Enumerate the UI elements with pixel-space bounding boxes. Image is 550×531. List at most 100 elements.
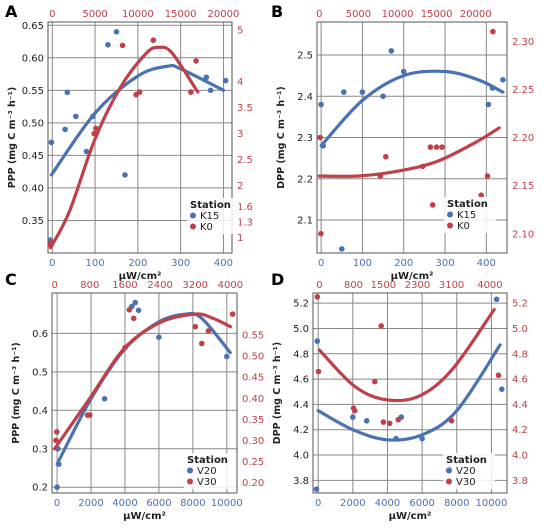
y-left-tick-label: 4.0 <box>293 451 309 462</box>
y-right-tick-label: 5.0 <box>512 324 528 335</box>
data-point-k0 <box>91 130 97 137</box>
fit-curve-k0 <box>49 45 200 250</box>
data-point-k0 <box>383 153 389 160</box>
data-point-k15 <box>489 85 496 91</box>
legend-title: Station <box>187 455 228 466</box>
data-point-k0 <box>136 89 143 95</box>
data-point-v20 <box>363 418 370 424</box>
data-point-k15 <box>73 113 79 120</box>
x-bottom-tick-label: 4000 <box>112 498 137 509</box>
data-point-k0 <box>93 125 99 132</box>
panel-label: A <box>5 2 18 21</box>
data-point-k0 <box>419 163 426 170</box>
data-point-v20 <box>135 307 142 314</box>
legend-marker-v20 <box>446 467 452 474</box>
data-point-k15 <box>62 126 68 133</box>
x-bottom-tick-label: 400 <box>477 258 496 269</box>
data-point-k0 <box>119 42 126 49</box>
legend-label: V30 <box>456 477 476 488</box>
y-left-tick-label: 2.1 <box>297 216 313 227</box>
x-top-tick-label: 20000 <box>460 9 492 20</box>
y-left-tick-label: 2.4 <box>297 92 313 103</box>
x-top-tick-label: 0 <box>49 9 55 20</box>
data-point-k15 <box>222 77 229 84</box>
data-point-k15 <box>500 77 506 83</box>
legend-title: Station <box>190 200 231 211</box>
x-bottom-tick-label: 300 <box>171 258 190 269</box>
x-top-tick-label: 5000 <box>82 9 107 20</box>
y-right-tick-label: 1.6 <box>237 202 253 213</box>
data-point-v20 <box>224 353 230 360</box>
data-point-k15 <box>203 74 210 81</box>
data-point-v30 <box>372 378 378 385</box>
data-point-k15 <box>113 29 120 35</box>
y-left-tick-label: 5.2 <box>293 299 309 310</box>
data-point-v30 <box>53 437 59 444</box>
y-left-tick-label: 0.35 <box>22 216 44 227</box>
data-point-v20 <box>54 484 60 491</box>
data-point-v30 <box>205 328 212 334</box>
data-point-v20 <box>313 486 320 493</box>
y-right-tick-label: 4.4 <box>512 400 528 411</box>
y-right-tick-label: 1.3 <box>237 217 253 228</box>
x-axis-title: μW/cm² <box>123 511 166 522</box>
y-left-tick-label: 0.45 <box>22 151 44 162</box>
y-left-tick-label: 4.4 <box>293 400 309 411</box>
legend-marker-k0 <box>190 223 196 230</box>
data-point-k15 <box>388 48 395 54</box>
data-point-v30 <box>199 340 205 347</box>
x-bottom-tick-label: 300 <box>435 258 454 269</box>
data-point-v20 <box>56 461 62 468</box>
x-top-tick-label: 0 <box>316 9 322 20</box>
panel-c: 0 2000 4000 6000 8000 10000 0 800 1600 2400 3200 40… <box>5 270 264 522</box>
data-point-v30 <box>229 311 236 317</box>
legend-label: K15 <box>200 211 219 222</box>
y-left-tick-label: 0.40 <box>22 183 44 194</box>
data-point-k0 <box>429 202 436 208</box>
x-bottom-tick-label: 2000 <box>340 498 365 509</box>
fit-curve-v30 <box>53 312 232 451</box>
y-left-tick-label: 5.0 <box>293 324 309 335</box>
y-right-tick-label: 5 <box>237 25 243 36</box>
data-point-k15 <box>83 148 90 155</box>
x-axis-title: μW/cm² <box>389 511 432 522</box>
x-top-tick-label: 4000 <box>218 280 243 291</box>
y-left-tick-label: 0.55 <box>22 86 44 97</box>
data-point-k0 <box>490 28 496 35</box>
data-point-k15 <box>207 87 214 94</box>
data-point-v30 <box>378 323 385 329</box>
x-bottom-tick-label: 6000 <box>146 498 171 509</box>
data-point-k0 <box>48 239 54 246</box>
y-right-tick-label: 0.20 <box>242 478 264 489</box>
legend-label: V30 <box>197 477 217 488</box>
y-right-tick-label: 2.20 <box>512 133 534 144</box>
legend-marker-k15 <box>447 211 453 218</box>
y-right-tick-label: 3 <box>237 129 243 140</box>
fit-curve-k0 <box>317 126 501 178</box>
y-axis-title: PPP (mg C m⁻³ h⁻¹) <box>11 342 22 444</box>
y-right-tick-label: 2 <box>237 181 243 192</box>
data-point-k0 <box>484 173 491 179</box>
data-point-v20 <box>101 396 108 402</box>
y-right-tick-label: 2.15 <box>512 181 534 192</box>
y-left-tick-label: 0.65 <box>22 21 44 32</box>
legend-label: V20 <box>456 466 476 477</box>
fit-curve-k15 <box>319 69 505 148</box>
data-point-v30 <box>448 418 455 424</box>
data-point-k0 <box>478 192 485 198</box>
data-point-k0 <box>193 58 199 64</box>
x-bottom-tick-label: 8000 <box>180 498 205 509</box>
x-top-tick-label: 3100 <box>439 280 464 291</box>
y-right-tick-label: 4 <box>237 77 243 88</box>
data-point-k15 <box>48 139 55 146</box>
x-top-tick-label: 15000 <box>165 9 197 20</box>
legend-marker-k15 <box>190 212 196 219</box>
data-point-v30 <box>87 412 93 418</box>
data-point-k15 <box>339 246 345 252</box>
panel-label: D <box>271 270 284 289</box>
data-point-v30 <box>380 419 387 425</box>
y-left-tick-label: 0.3 <box>32 444 48 455</box>
data-point-v30 <box>122 344 128 351</box>
data-point-k15 <box>380 93 386 100</box>
y-right-tick-label: 0.55 <box>242 331 264 342</box>
